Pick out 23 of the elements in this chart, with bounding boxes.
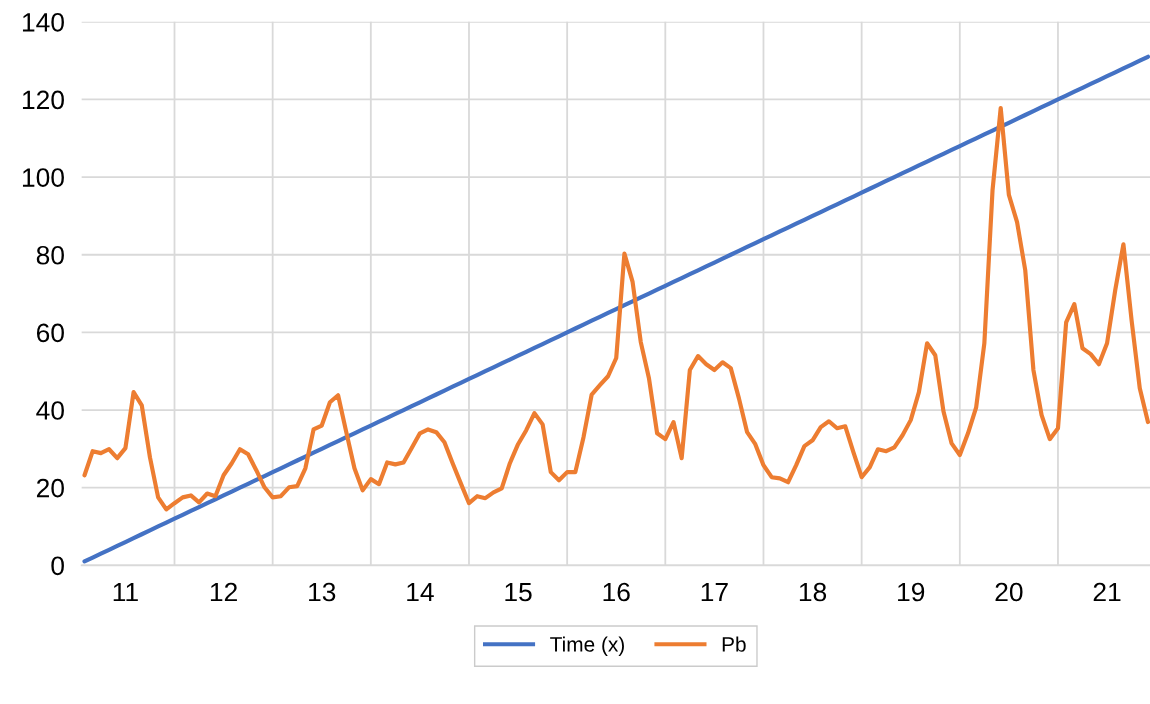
x-tick-label: 21 — [1093, 582, 1121, 602]
y-tick-label: 0 — [51, 556, 64, 576]
x-tick-label: 19 — [898, 582, 925, 602]
y-tick-label: 120 — [22, 90, 64, 110]
y-tick-label: 60 — [36, 323, 64, 343]
legend-label: Time (x) — [550, 636, 624, 656]
x-tick-label: 20 — [995, 582, 1023, 602]
x-tick-label: 18 — [799, 582, 827, 602]
y-tick-label: 100 — [22, 168, 64, 187]
y-tick-label: 140 — [22, 12, 64, 32]
x-tick-label: 11 — [113, 582, 138, 602]
x-tick-label: 13 — [309, 582, 336, 602]
y-tick-label: 40 — [36, 401, 64, 420]
legend-label: Pb — [722, 636, 746, 652]
line-series — [82, 54, 1150, 564]
y-tick-label: 80 — [36, 245, 64, 265]
x-tick-label: 17 — [701, 582, 728, 602]
x-tick-label: 12 — [210, 582, 237, 602]
y-tick-label: 20 — [36, 478, 64, 498]
line-series — [82, 105, 1150, 512]
x-tick-label: 15 — [505, 582, 532, 602]
x-tick-label: 16 — [603, 582, 630, 602]
x-tick-label: 14 — [407, 582, 434, 602]
